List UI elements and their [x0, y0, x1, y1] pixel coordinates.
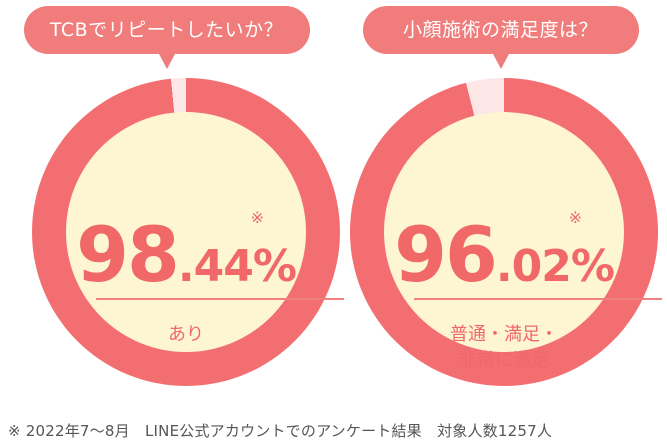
satisfaction-survey-panel: 小顔施術の満足度は？ 96.02% ※ 普通・満足・ 非常に満足	[334, 0, 667, 400]
satisfaction-percent-sign: %	[570, 241, 615, 292]
repeat-divider	[96, 298, 344, 300]
repeat-donut-center: 98.44% ※ あり	[66, 112, 344, 352]
repeat-donut-chart: 98.44% ※ あり	[32, 78, 344, 386]
repeat-answer-label: あり	[66, 322, 306, 348]
survey-footnote: ※ 2022年7〜8月 LINE公式アカウントでのアンケート結果 対象人数125…	[8, 422, 553, 440]
satisfaction-percent-integer: 96	[394, 210, 498, 299]
repeat-percentage: 98.44%	[66, 210, 306, 299]
satisfaction-percent-decimal: .02	[495, 241, 572, 292]
repeat-survey-panel: TCBでリピートしたいか？ 98.44% ※ あり	[0, 0, 344, 400]
satisfaction-answer-label: 普通・満足・ 非常に満足	[384, 322, 624, 374]
repeat-answer-line1: あり	[168, 324, 204, 345]
satisfaction-note-mark: ※	[568, 208, 582, 227]
repeat-question-bubble: TCBでリピートしたいか？	[23, 6, 310, 54]
repeat-percent-integer: 98	[76, 210, 180, 299]
satisfaction-question-bubble: 小顔施術の満足度は？	[362, 6, 639, 54]
repeat-percent-decimal: .44	[177, 241, 254, 292]
satisfaction-donut-chart: 96.02% ※ 普通・満足・ 非常に満足	[350, 78, 662, 386]
satisfaction-answer-line1: 普通・満足・	[450, 324, 558, 345]
satisfaction-percentage: 96.02%	[384, 210, 624, 299]
repeat-percent-sign: %	[252, 241, 297, 292]
satisfaction-divider	[414, 298, 662, 300]
satisfaction-answer-line2: 非常に満足	[459, 350, 549, 371]
repeat-note-mark: ※	[250, 208, 264, 227]
satisfaction-donut-center: 96.02% ※ 普通・満足・ 非常に満足	[384, 112, 662, 371]
